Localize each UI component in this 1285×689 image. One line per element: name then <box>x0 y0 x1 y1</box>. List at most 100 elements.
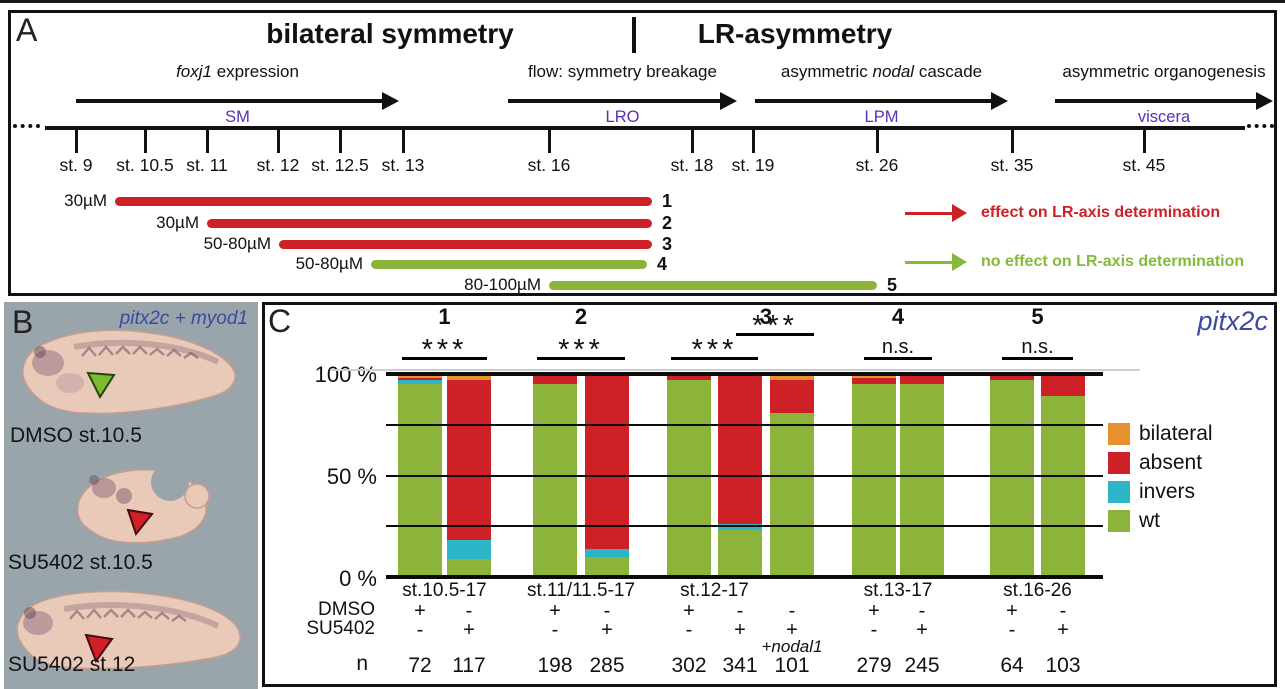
n-value: 117 <box>452 654 486 677</box>
n-value: 285 <box>589 654 625 677</box>
treatment-dose-label: 30µM <box>156 213 199 232</box>
process-flow-symmetry-breakage: flow: symmetry breakage LRO <box>508 62 737 128</box>
process-label: foxj1 expression <box>76 62 399 82</box>
timeline-tick <box>876 126 879 153</box>
stage-tick-label: st. 45 <box>1122 155 1166 175</box>
chart-bar <box>533 374 577 577</box>
su5402-sign: + <box>786 619 798 641</box>
significance-mark: *** <box>671 332 758 365</box>
process-arrow-icon <box>1055 92 1273 110</box>
bar-segment-wt <box>1041 396 1085 577</box>
chart-bar <box>1041 374 1085 577</box>
process-organogenesis: asymmetric organogenesis viscera <box>1055 62 1273 128</box>
bar-segment-invers <box>585 548 629 557</box>
treatment-dose-label: 50-80µM <box>203 234 271 253</box>
dmso-sign: - <box>918 600 926 622</box>
bar-segment-invers <box>398 380 442 385</box>
embryo-image-dmso-st10-5 <box>22 329 236 415</box>
bar-segment-bilateral <box>852 374 896 379</box>
dmso-sign: + <box>414 600 426 622</box>
panel-c-label: C <box>268 303 292 339</box>
stage-tick-label: st. 19 <box>731 155 775 175</box>
treatment-dose-label: 80-100µM <box>464 275 541 294</box>
significance-mark: *** <box>537 332 625 365</box>
bar-segment-absent <box>533 374 577 385</box>
bar-segment-absent <box>667 374 711 381</box>
row-label-n: n <box>356 652 368 675</box>
process-arrow-icon <box>76 92 399 110</box>
timeline-tick <box>144 126 147 153</box>
timeline-tick <box>277 126 280 153</box>
bar-segment-absent <box>900 374 944 385</box>
phase-title-lr-asymmetry: LR-asymmetry <box>697 18 893 49</box>
chart-bar <box>447 374 491 577</box>
timeline-tick <box>206 126 209 153</box>
timeline-tick <box>1011 126 1014 153</box>
label-pre: flow: symmetry breakage <box>528 62 717 81</box>
su5402-sign: - <box>685 619 693 641</box>
dmso-sign: - <box>465 600 473 622</box>
y-tick-50: 50 % <box>326 464 377 489</box>
legend-effect: effect on LR-axis determination <box>905 203 1220 223</box>
su5402-sign: - <box>551 619 559 641</box>
legend-no-effect-text: no effect on LR-axis determination <box>981 253 1245 270</box>
bar-segment-wt <box>900 384 944 577</box>
embryo-caption: SU5402 st.10.5 <box>8 551 153 574</box>
bar-segment-wt <box>585 556 629 577</box>
y-tick-0: 0 % <box>339 566 377 591</box>
su5402-sign: - <box>870 619 878 641</box>
timeline-tick <box>752 126 755 153</box>
tissue-label-lro: LRO <box>605 108 640 126</box>
treatment-dose-label: 30µM <box>64 191 107 210</box>
bar-segment-bilateral <box>447 374 491 381</box>
phase-title-bilateral: bilateral symmetry <box>266 18 514 49</box>
treatment-bar <box>549 281 877 290</box>
process-foxj1-expression: foxj1 expression SM <box>76 62 399 128</box>
n-value: 302 <box>671 654 707 677</box>
gridline-50 <box>386 474 1103 477</box>
n-value: 103 <box>1045 654 1081 677</box>
tissue-label-sm: SM <box>225 108 250 126</box>
gridline-75 <box>386 423 1103 426</box>
bar-segment-absent <box>718 374 762 525</box>
bar-segment-wt <box>718 530 762 577</box>
stage-tick-label: st. 12 <box>256 155 300 175</box>
n-value: 72 <box>408 654 432 677</box>
treatment-bar <box>115 197 652 206</box>
timeline-tick <box>339 126 342 153</box>
n-value: 279 <box>856 654 892 677</box>
process-label: asymmetric organogenesis <box>1055 62 1273 82</box>
treatment-dose-label: 50-80µM <box>295 254 363 273</box>
bar-segment-absent <box>398 378 442 381</box>
bar-segment-wt <box>852 384 896 577</box>
treatment-bar <box>371 260 647 269</box>
bar-segment-absent <box>852 378 896 385</box>
timeline-tick <box>691 126 694 153</box>
stage-tick-label: st. 18 <box>670 155 714 175</box>
stage-range-label: st.10.5-17 <box>402 580 487 601</box>
stage-tick-label: st. 35 <box>990 155 1034 175</box>
dmso-sign: + <box>868 600 880 622</box>
chart-bar <box>990 374 1034 577</box>
legend-effect-text: effect on LR-axis determination <box>981 204 1221 221</box>
stage-range-label: st.12-17 <box>680 580 749 601</box>
red-arrow-icon <box>905 203 967 223</box>
legend-no-effect: no effect on LR-axis determination <box>905 252 1244 272</box>
group-number: 5 <box>1031 304 1044 329</box>
row-label-su5402: SU5402 <box>306 618 375 639</box>
gridline-25 <box>386 525 1103 528</box>
embryo-caption: SU5402 st.12 <box>8 653 136 676</box>
stage-range-label: st.11/11.5-17 <box>526 580 636 601</box>
dmso-sign: + <box>683 600 695 622</box>
tissue-label-lpm: LPM <box>864 108 899 126</box>
process-arrow-icon <box>508 92 737 110</box>
stage-tick-label: st. 10.5 <box>116 155 174 175</box>
significance-mark: n.s. <box>864 332 932 360</box>
treatment-number: 1 <box>662 191 673 211</box>
n-value: 101 <box>774 654 810 677</box>
significance-mark: *** <box>402 332 487 365</box>
chart-bar <box>900 374 944 577</box>
group-number: 3 <box>759 304 773 329</box>
gridline-100-extension <box>330 369 1140 371</box>
dmso-sign: - <box>788 600 796 622</box>
